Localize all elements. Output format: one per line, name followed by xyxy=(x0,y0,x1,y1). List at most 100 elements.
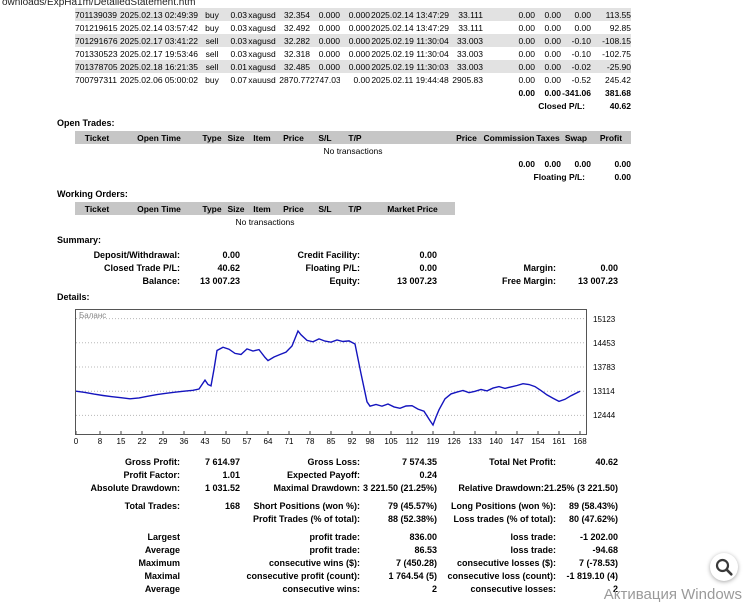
x-axis-label: 50 xyxy=(221,437,231,446)
stat-value xyxy=(180,558,240,568)
stat-label: Average xyxy=(144,544,180,555)
column-header xyxy=(370,131,450,144)
column-header: T/P xyxy=(340,202,370,215)
stat-label: Expected Payoff: xyxy=(286,469,360,480)
column-header: Profit xyxy=(591,131,631,144)
stat-row: Absolute Drawdown: 1 031.52 Maximal Drawdo… xyxy=(75,481,619,494)
trade-cell: 0.000 xyxy=(348,22,370,33)
trade-cell: 2025.02.19 11:30:04 xyxy=(371,48,449,59)
zoom-widget[interactable] xyxy=(710,553,738,581)
summary-row: Deposit/Withdrawal: 0.00 Credit Facility: 0… xyxy=(75,248,618,261)
stat-label: Largest xyxy=(147,531,180,542)
totals-cell: 0.00 xyxy=(574,158,591,169)
column-header: Price xyxy=(450,131,483,144)
trade-cell: -108.15 xyxy=(591,34,631,47)
trade-cell: 2025.02.17 03:41:22 xyxy=(119,34,199,47)
trade-row: 701139039 2025.02.13 02:49:39 buy 0.03 xagus… xyxy=(75,8,631,21)
x-axis-labels: 0 8 15 22 29 36 43 50 57 64 71 78 85 92 98 105 112 119 126… xyxy=(74,437,588,447)
summary-value: 13 007.23 xyxy=(396,275,437,286)
stat-label: Total Trades: xyxy=(124,500,180,511)
trade-cell: 0.00 xyxy=(535,60,561,73)
stat-value: 1 764.54 (5) xyxy=(388,570,437,581)
stat-value: 3 221.50 (21.25%) xyxy=(362,482,437,493)
column-header: Size xyxy=(225,202,247,215)
trade-cell: 92.85 xyxy=(609,22,631,33)
stat-label: Maximal xyxy=(144,570,180,581)
stat-label: consecutive losses: xyxy=(470,583,556,594)
stat-label: Gross Profit: xyxy=(124,456,180,467)
stat-value: 2 xyxy=(431,583,437,594)
x-axis-label: 119 xyxy=(426,437,440,446)
column-header: Size xyxy=(225,131,247,144)
totals-row: 0.00 0.00 -341.06 381.68 xyxy=(75,86,631,99)
trade-cell: 33.111 xyxy=(458,22,483,33)
stat-value: 7 574.35 xyxy=(401,456,437,467)
x-axis-label: 98 xyxy=(365,437,375,446)
trade-cell: 701330523 xyxy=(75,48,118,59)
trade-cell: 2025.02.11 19:44:48 xyxy=(371,74,449,85)
trade-cell: 0.03 xyxy=(230,48,247,59)
trade-cell: 0.00 xyxy=(535,34,561,47)
trade-cell: 2747.03 xyxy=(310,74,340,85)
stat-value: 2 xyxy=(612,583,618,594)
closed-pl-value: 40.62 xyxy=(609,100,631,111)
y-axis-label: 14453 xyxy=(593,338,616,348)
column-header: Item xyxy=(247,131,277,144)
column-header: Type xyxy=(199,202,225,215)
stat-value: 80 (47.62%) xyxy=(568,513,618,524)
stat-value: 86.53 xyxy=(414,544,437,555)
trade-cell: 32.492 xyxy=(284,22,310,33)
stat-label: Gross Loss: xyxy=(307,456,360,467)
stat-label: Average xyxy=(144,583,180,594)
trade-row: 701219615 2025.02.14 03:57:42 buy 0.03 xagus… xyxy=(75,21,631,34)
y-axis-label: 13783 xyxy=(593,363,616,372)
floating-pl-value: 0.00 xyxy=(614,171,631,182)
table-header-row: Ticket Open Time Type Size Item Price S/L T/P Ma… xyxy=(75,202,455,215)
summary-title: Summary: xyxy=(57,235,102,245)
trade-cell: xagusd xyxy=(247,8,277,21)
stat-label: loss trade: xyxy=(510,531,556,542)
totals-cell: 381.68 xyxy=(605,87,631,98)
trade-cell: -0.52 xyxy=(571,74,591,85)
trade-cell: buy xyxy=(205,22,219,33)
y-axis-label: 13114 xyxy=(593,387,615,397)
summary-value: 13 007.23 xyxy=(199,275,240,286)
floating-pl-label: Floating P/L: xyxy=(533,171,585,182)
trade-cell: 0.000 xyxy=(310,60,340,73)
stat-value: -94.68 xyxy=(592,544,618,555)
totals-cell: 0.00 xyxy=(518,87,535,98)
trade-cell: 0.01 xyxy=(225,60,247,73)
trade-cell: 2025.02.17 19:53:46 xyxy=(120,48,198,59)
x-axis-label: 126 xyxy=(447,437,461,446)
summary-label: Closed Trade P/L: xyxy=(103,262,180,273)
trade-cell: 2025.02.18 16:21:35 xyxy=(119,60,199,73)
summary-label: Floating P/L: xyxy=(305,262,361,273)
x-axis-label: 57 xyxy=(242,437,252,446)
trade-cell: 2025.02.19 11:30:04 xyxy=(370,34,450,47)
totals-cell: 0.00 xyxy=(544,158,561,169)
summary-value: 0.00 xyxy=(419,249,437,260)
stat-value: 88 (52.38%) xyxy=(387,513,437,524)
column-header: T/P xyxy=(340,131,370,144)
trade-cell: 2025.02.14 13:47:29 xyxy=(371,22,449,33)
trade-cell: xagusd xyxy=(248,22,276,33)
summary-label: Free Margin: xyxy=(501,275,556,286)
trade-row: 701330523 2025.02.17 19:53:46 sell 0.03 xagu… xyxy=(75,47,631,60)
trade-cell: 0.00 xyxy=(518,48,535,59)
trade-cell: -0.02 xyxy=(561,60,591,73)
balance-line-svg xyxy=(75,318,586,434)
trade-cell: 33.003 xyxy=(457,48,483,59)
trade-cell: 113.55 xyxy=(591,8,631,21)
column-header: Taxes xyxy=(535,131,561,144)
trade-cell: 33.111 xyxy=(450,8,483,21)
x-axis-label: 154 xyxy=(531,437,545,446)
stat-value: 168 xyxy=(224,500,240,511)
trade-cell: 0.000 xyxy=(340,60,370,73)
trade-cell: 32.318 xyxy=(284,48,310,59)
stat-row: Profit Factor: 1.01 Expected Payoff: 0.24 xyxy=(75,468,618,481)
summary-section: Deposit/Withdrawal: 0.00 Credit Facility: 0… xyxy=(75,248,618,287)
totals-cell: 0.00 xyxy=(518,158,535,169)
trade-row: 701378705 2025.02.18 16:21:35 sell 0.01 xagu… xyxy=(75,60,631,73)
stat-label: profit trade: xyxy=(309,544,361,555)
trade-cell: xauusd xyxy=(248,74,276,85)
